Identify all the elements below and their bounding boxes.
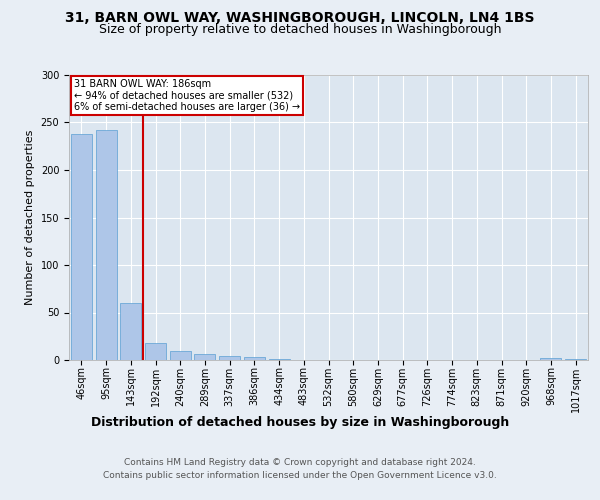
Bar <box>219 356 240 360</box>
Text: Contains HM Land Registry data © Crown copyright and database right 2024.: Contains HM Land Registry data © Crown c… <box>124 458 476 467</box>
Text: Size of property relative to detached houses in Washingborough: Size of property relative to detached ho… <box>99 22 501 36</box>
Bar <box>194 354 215 360</box>
Bar <box>95 130 116 360</box>
Bar <box>541 358 562 360</box>
Y-axis label: Number of detached properties: Number of detached properties <box>25 130 35 305</box>
Bar <box>71 134 92 360</box>
Text: Contains public sector information licensed under the Open Government Licence v3: Contains public sector information licen… <box>103 472 497 480</box>
Bar <box>170 352 191 360</box>
Bar <box>269 359 290 360</box>
Bar <box>244 357 265 360</box>
Bar <box>145 343 166 360</box>
Text: 31 BARN OWL WAY: 186sqm
← 94% of detached houses are smaller (532)
6% of semi-de: 31 BARN OWL WAY: 186sqm ← 94% of detache… <box>74 80 301 112</box>
Bar <box>120 303 141 360</box>
Text: 31, BARN OWL WAY, WASHINGBOROUGH, LINCOLN, LN4 1BS: 31, BARN OWL WAY, WASHINGBOROUGH, LINCOL… <box>65 10 535 24</box>
Bar <box>565 359 586 360</box>
Text: Distribution of detached houses by size in Washingborough: Distribution of detached houses by size … <box>91 416 509 429</box>
